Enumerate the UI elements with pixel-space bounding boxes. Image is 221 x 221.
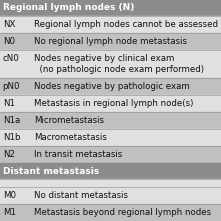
Bar: [0, 78, 221, 95]
Bar: [0, 179, 221, 187]
Text: Regional lymph nodes cannot be assessed: Regional lymph nodes cannot be assessed: [34, 20, 218, 29]
Bar: [0, 16, 221, 33]
Text: pN0: pN0: [3, 82, 20, 91]
Text: M1: M1: [3, 208, 16, 217]
Text: In transit metastasis: In transit metastasis: [34, 150, 122, 159]
Text: M0: M0: [3, 191, 16, 200]
Text: No regional lymph node metastasis: No regional lymph node metastasis: [34, 37, 187, 46]
Text: Metastasis in regional lymph node(s): Metastasis in regional lymph node(s): [34, 99, 194, 108]
Text: NX: NX: [3, 20, 15, 29]
Text: Metastasis beyond regional lymph nodes: Metastasis beyond regional lymph nodes: [34, 208, 211, 217]
Bar: [0, 146, 221, 163]
Bar: [0, 0, 221, 16]
Bar: [0, 33, 221, 50]
Text: cN0: cN0: [3, 54, 19, 63]
Text: N1a: N1a: [3, 116, 20, 125]
Text: (no pathologic node exam performed): (no pathologic node exam performed): [34, 65, 204, 74]
Text: Distant metastasis: Distant metastasis: [3, 166, 99, 175]
Bar: [0, 129, 221, 146]
Text: Nodes negative by pathologic exam: Nodes negative by pathologic exam: [34, 82, 190, 91]
Text: N1: N1: [3, 99, 15, 108]
Text: N1b: N1b: [3, 133, 20, 142]
Bar: [0, 112, 221, 129]
Text: Nodes negative by clinical exam: Nodes negative by clinical exam: [34, 54, 175, 63]
Text: N0: N0: [3, 37, 15, 46]
Text: No distant metastasis: No distant metastasis: [34, 191, 128, 200]
Text: Regional lymph nodes (N): Regional lymph nodes (N): [3, 4, 134, 13]
Bar: [0, 187, 221, 204]
Bar: [0, 50, 221, 78]
Bar: [0, 163, 221, 179]
Text: N2: N2: [3, 150, 15, 159]
Text: Micrometastasis: Micrometastasis: [34, 116, 104, 125]
Bar: [0, 95, 221, 112]
Text: Macrometastasis: Macrometastasis: [34, 133, 107, 142]
Bar: [0, 204, 221, 221]
